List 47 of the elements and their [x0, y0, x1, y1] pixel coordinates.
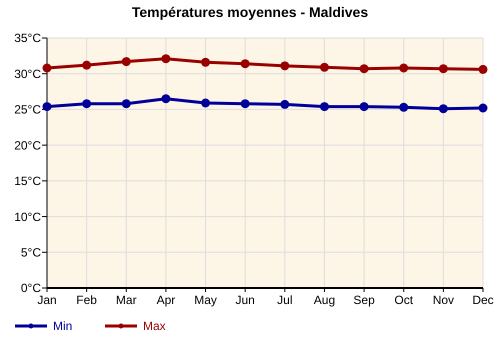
x-tick-label: Dec — [472, 293, 494, 307]
y-tick-label: 10°C — [14, 210, 42, 224]
point — [82, 60, 92, 70]
point — [161, 94, 170, 104]
chart-title: Températures moyennes - Maldives — [132, 4, 368, 20]
y-tick-label: 25°C — [14, 102, 42, 117]
y-tick-label: 35°C — [14, 31, 42, 46]
x-tick-label: Jun — [236, 293, 255, 307]
y-tick-label: 30°C — [14, 66, 42, 81]
x-tick-label: Sep — [353, 293, 376, 307]
point — [280, 61, 290, 70]
x-tick-label: Jan — [37, 293, 57, 307]
point — [399, 102, 408, 112]
point — [42, 64, 52, 72]
point — [201, 98, 210, 108]
x-tick-label: Aug — [314, 293, 336, 307]
point — [320, 102, 329, 112]
point — [360, 64, 369, 74]
legend-label: Min — [53, 319, 72, 334]
x-tick-label: Jul — [277, 293, 292, 307]
point — [42, 102, 52, 112]
point — [82, 99, 92, 108]
point — [320, 62, 329, 72]
point — [438, 104, 448, 114]
x-tick-label: Oct — [394, 293, 414, 307]
x-tick-label: Feb — [76, 293, 98, 307]
point — [161, 54, 170, 64]
point — [478, 104, 488, 112]
x-tick-label: Apr — [156, 293, 176, 307]
y-tick-label: 15°C — [14, 174, 42, 188]
point — [478, 64, 488, 74]
point — [240, 99, 250, 108]
y-tick-label: 0°C — [20, 281, 42, 296]
y-tick-label: 20°C — [14, 138, 42, 152]
y-tick-label: 5°C — [20, 245, 42, 260]
point — [201, 58, 210, 67]
point — [438, 64, 448, 74]
point — [122, 57, 131, 66]
legend-label: Max — [143, 319, 166, 334]
point — [240, 59, 250, 68]
point — [360, 102, 369, 112]
x-tick-label: Nov — [432, 293, 454, 307]
point — [399, 64, 408, 72]
x-tick-label: Mar — [116, 293, 137, 307]
point — [280, 100, 290, 109]
point — [122, 99, 131, 108]
x-tick-label: May — [194, 293, 217, 307]
